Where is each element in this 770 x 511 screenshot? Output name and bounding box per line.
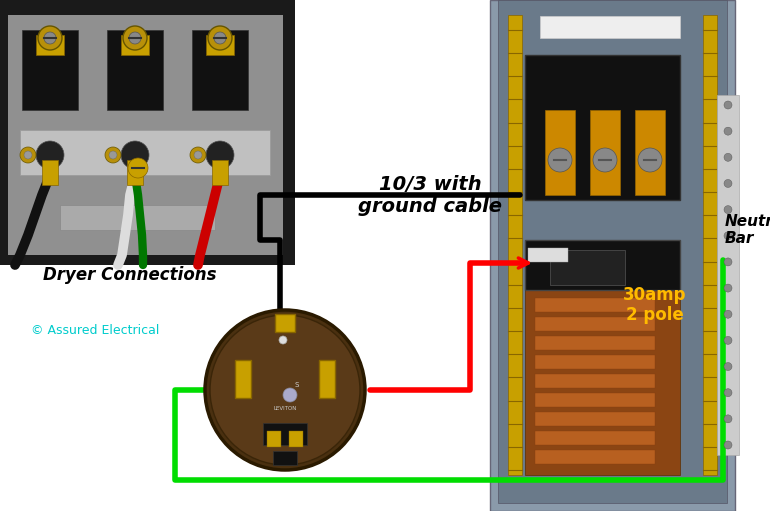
Bar <box>36 35 64 55</box>
Bar <box>545 110 575 195</box>
Circle shape <box>205 310 365 470</box>
Bar <box>289 431 303 447</box>
Bar <box>525 55 680 200</box>
Bar <box>635 110 665 195</box>
Bar <box>717 95 739 455</box>
Circle shape <box>638 148 662 172</box>
Circle shape <box>724 362 732 370</box>
Text: Neutral
Bar: Neutral Bar <box>725 214 770 246</box>
Bar <box>540 16 680 38</box>
Bar <box>212 160 228 185</box>
Circle shape <box>121 141 149 169</box>
Circle shape <box>109 151 117 159</box>
Bar <box>508 15 522 475</box>
Circle shape <box>194 151 202 159</box>
Circle shape <box>724 336 732 344</box>
Bar <box>535 450 655 464</box>
Bar <box>60 205 215 230</box>
Circle shape <box>123 26 147 50</box>
Circle shape <box>279 336 287 344</box>
Circle shape <box>724 153 732 161</box>
Text: 30amp
2 pole: 30amp 2 pole <box>623 286 687 324</box>
Text: Dryer Connections: Dryer Connections <box>43 266 216 284</box>
Circle shape <box>283 388 297 402</box>
Bar <box>8 15 283 255</box>
Bar <box>263 423 307 445</box>
Circle shape <box>190 147 206 163</box>
Circle shape <box>724 310 732 318</box>
Bar <box>206 35 234 55</box>
Circle shape <box>724 258 732 266</box>
Bar <box>192 30 248 110</box>
Bar <box>535 431 655 445</box>
Circle shape <box>129 32 141 44</box>
Bar <box>535 298 655 312</box>
Bar <box>319 360 335 398</box>
Bar <box>525 290 680 475</box>
Circle shape <box>128 158 148 178</box>
Circle shape <box>724 232 732 240</box>
Bar <box>275 314 295 332</box>
Circle shape <box>724 179 732 188</box>
Circle shape <box>593 148 617 172</box>
Bar <box>121 35 149 55</box>
Bar <box>498 0 727 503</box>
Circle shape <box>210 315 360 465</box>
Circle shape <box>724 441 732 449</box>
Text: 10/3 with
ground cable: 10/3 with ground cable <box>358 174 502 216</box>
Circle shape <box>36 141 64 169</box>
Circle shape <box>724 127 732 135</box>
Circle shape <box>38 26 62 50</box>
Bar <box>0 0 295 265</box>
Bar <box>525 240 680 290</box>
Circle shape <box>214 32 226 44</box>
Bar <box>535 317 655 331</box>
Circle shape <box>724 205 732 214</box>
Bar <box>267 431 281 447</box>
Circle shape <box>105 147 121 163</box>
Bar <box>235 360 251 398</box>
Circle shape <box>724 415 732 423</box>
Circle shape <box>20 147 36 163</box>
Bar <box>42 160 58 185</box>
Bar <box>528 248 568 262</box>
Circle shape <box>44 32 56 44</box>
Text: LEVITON: LEVITON <box>273 406 296 410</box>
Bar <box>535 412 655 426</box>
Text: © Assured Electrical: © Assured Electrical <box>31 323 159 337</box>
Circle shape <box>724 101 732 109</box>
Bar <box>535 374 655 388</box>
Bar <box>107 30 163 110</box>
Bar <box>127 160 143 185</box>
Bar <box>550 250 625 285</box>
Bar <box>590 110 620 195</box>
Bar <box>535 336 655 350</box>
Circle shape <box>548 148 572 172</box>
Circle shape <box>724 284 732 292</box>
Bar <box>22 30 78 110</box>
Text: S: S <box>295 382 300 388</box>
Bar <box>273 451 297 465</box>
Bar <box>20 130 270 175</box>
Bar <box>490 0 735 511</box>
Circle shape <box>724 389 732 397</box>
Bar <box>703 15 717 475</box>
Circle shape <box>24 151 32 159</box>
Circle shape <box>206 141 234 169</box>
Bar <box>535 355 655 369</box>
Circle shape <box>208 26 232 50</box>
Bar <box>535 393 655 407</box>
